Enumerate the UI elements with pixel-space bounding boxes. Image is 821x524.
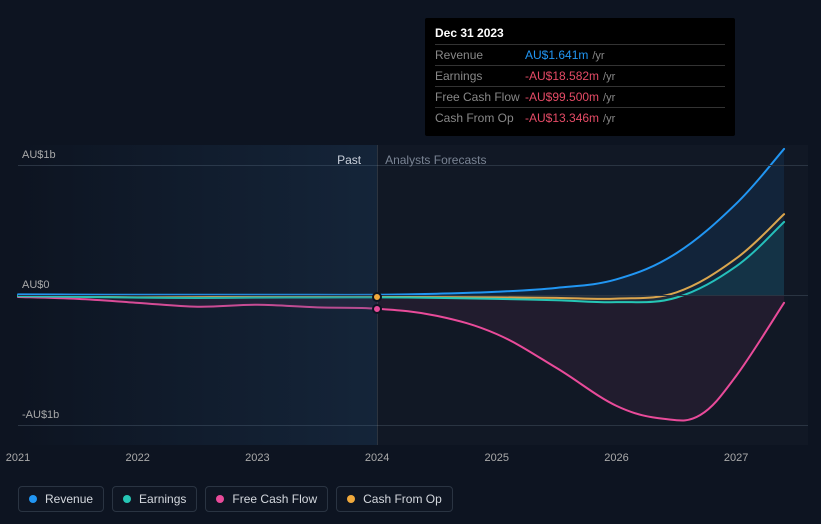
legend-swatch [216,495,224,503]
x-axis-label: 2025 [485,452,509,464]
tooltip-row-value: -AU$99.500m [525,90,599,104]
marker-dot [372,304,382,314]
tooltip-row-unit: /yr [603,92,615,104]
tooltip-row-label: Free Cash Flow [435,90,525,104]
legend-swatch [123,495,131,503]
x-axis-label: 2022 [125,452,149,464]
tooltip-row: Earnings-AU$18.582m/yr [435,65,725,86]
forecast-label: Analysts Forecasts [385,153,486,167]
x-axis-label: 2023 [245,452,269,464]
tooltip-row: RevenueAU$1.641m/yr [435,44,725,65]
tooltip-rows: RevenueAU$1.641m/yrEarnings-AU$18.582m/y… [435,44,725,128]
legend-label: Free Cash Flow [232,492,317,506]
legend-label: Cash From Op [363,492,442,506]
tooltip-row-value: -AU$18.582m [525,69,599,83]
x-axis-label: 2026 [604,452,628,464]
x-axis: 2021202220232024202520262027 [18,448,808,468]
x-axis-label: 2024 [365,452,389,464]
legend-item[interactable]: Free Cash Flow [205,486,328,512]
legend-swatch [347,495,355,503]
past-label: Past [337,153,361,167]
legend-swatch [29,495,37,503]
marker-dot [372,292,382,302]
chart-container: Dec 31 2023 RevenueAU$1.641m/yrEarnings-… [0,0,821,524]
legend-item[interactable]: Revenue [18,486,104,512]
tooltip-row-value: -AU$13.346m [525,111,599,125]
tooltip-row: Cash From Op-AU$13.346m/yr [435,107,725,128]
tooltip-row-unit: /yr [592,50,604,62]
x-axis-label: 2021 [6,452,30,464]
legend: Revenue Earnings Free Cash Flow Cash From O… [18,486,453,512]
legend-label: Earnings [139,492,186,506]
plot-area: Past Analysts Forecasts [18,145,808,445]
past-gradient [18,145,377,445]
tooltip-row-label: Cash From Op [435,111,525,125]
legend-label: Revenue [45,492,93,506]
tooltip-row-label: Revenue [435,48,525,62]
legend-item[interactable]: Earnings [112,486,197,512]
tooltip-row-unit: /yr [603,71,615,83]
x-axis-label: 2027 [724,452,748,464]
legend-item[interactable]: Cash From Op [336,486,453,512]
tooltip-row-label: Earnings [435,69,525,83]
tooltip-row-value: AU$1.641m [525,48,588,62]
tooltip-row: Free Cash Flow-AU$99.500m/yr [435,86,725,107]
tooltip-date: Dec 31 2023 [435,26,725,40]
tooltip: Dec 31 2023 RevenueAU$1.641m/yrEarnings-… [425,18,735,136]
tooltip-row-unit: /yr [603,113,615,125]
